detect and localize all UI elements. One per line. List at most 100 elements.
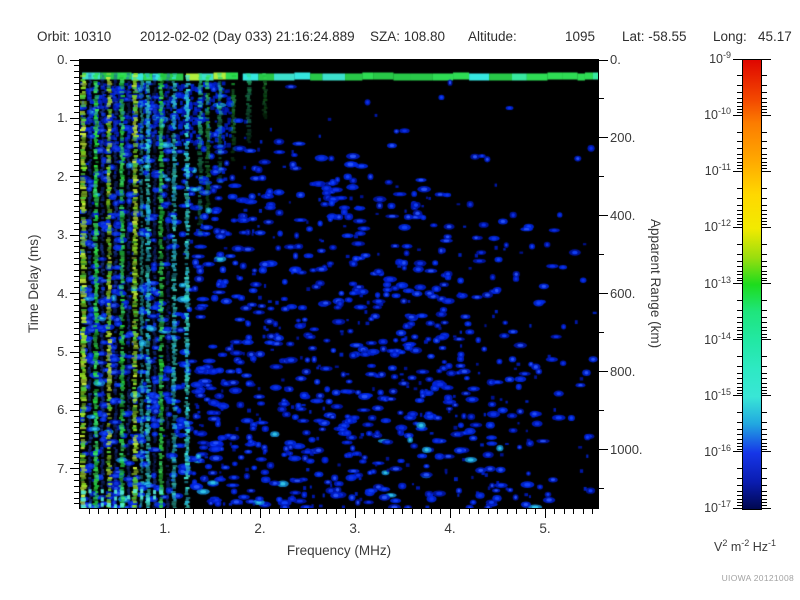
left-minor-tick — [74, 258, 79, 260]
colorbar-minor-tick-left — [737, 378, 742, 380]
left-major-tick — [70, 117, 79, 119]
colorbar-major-tick-right — [762, 170, 771, 172]
left-minor-tick — [74, 158, 79, 160]
right-major-tick — [599, 137, 608, 139]
bottom-minor-tick — [468, 509, 470, 514]
colorbar-tick-label: 10-16 — [704, 442, 731, 460]
left-minor-tick — [74, 450, 79, 452]
right-tick-label: 600. — [610, 285, 636, 301]
left-minor-tick — [74, 404, 79, 406]
left-minor-tick — [74, 141, 79, 143]
left-minor-tick — [74, 100, 79, 102]
colorbar-minor-tick-left — [737, 422, 742, 424]
header-field: 2012-02-02 (Day 033) 21:16:24.889 — [140, 29, 355, 44]
left-minor-tick — [74, 193, 79, 195]
colorbar-major-tick-left — [733, 170, 742, 172]
bottom-minor-tick — [525, 509, 527, 514]
bottom-minor-tick — [582, 509, 584, 514]
colorbar-minor-tick-right — [762, 109, 767, 111]
bottom-minor-tick — [231, 509, 233, 514]
colorbar-major-tick-right — [762, 451, 771, 453]
bottom-tick-label: 4. — [444, 521, 456, 536]
left-minor-tick — [74, 223, 79, 225]
colorbar-minor-tick-right — [762, 378, 767, 380]
colorbar-minor-tick-left — [737, 309, 742, 311]
colorbar-minor-tick-left — [737, 105, 742, 107]
bottom-minor-tick — [459, 509, 461, 514]
left-minor-tick — [74, 182, 79, 184]
left-minor-tick — [74, 281, 79, 283]
colorbar-minor-tick-right — [762, 372, 767, 374]
colorbar-major-tick-right — [762, 226, 771, 228]
bottom-minor-tick — [88, 509, 90, 514]
left-tick-label: 5. — [57, 344, 68, 360]
bottom-major-tick — [354, 509, 356, 518]
colorbar-minor-tick-left — [737, 504, 742, 506]
colorbar-minor-tick-right — [762, 162, 767, 164]
colorbar-minor-tick-right — [762, 218, 767, 220]
left-minor-tick — [74, 246, 79, 248]
y-axis-title: Time Delay (ms) — [26, 234, 41, 334]
colorbar-minor-tick-left — [737, 277, 742, 279]
bottom-minor-tick — [212, 509, 214, 514]
colorbar-tick-label: 10-13 — [704, 274, 731, 291]
left-minor-tick — [74, 170, 79, 172]
colorbar-minor-tick-left — [737, 274, 742, 276]
colorbar-minor-tick-left — [737, 218, 742, 220]
left-minor-tick — [74, 456, 79, 458]
left-tick-label: 1. — [57, 110, 68, 126]
bottom-minor-tick — [240, 509, 242, 514]
colorbar-minor-tick-left — [737, 131, 742, 133]
left-minor-tick — [74, 135, 79, 137]
right-tick-label: 0. — [610, 52, 621, 67]
left-minor-tick — [74, 298, 79, 300]
left-minor-tick — [74, 339, 79, 341]
left-minor-tick — [74, 129, 79, 131]
colorbar-minor-tick-right — [762, 316, 767, 318]
left-minor-tick — [74, 497, 79, 499]
left-minor-tick — [74, 398, 79, 400]
colorbar-minor-tick-left — [737, 75, 742, 77]
left-minor-tick — [74, 71, 79, 73]
bottom-minor-tick — [202, 509, 204, 514]
left-minor-tick — [74, 480, 79, 482]
colorbar-minor-tick-right — [762, 253, 767, 255]
left-minor-tick — [74, 427, 79, 429]
colorbar-units: V2 m-2 Hz-1 — [713, 538, 777, 555]
right-minor-tick — [599, 332, 604, 334]
colorbar-major-tick-right — [762, 58, 771, 60]
left-minor-tick — [74, 345, 79, 347]
colorbar-minor-tick-left — [737, 438, 742, 440]
colorbar-minor-tick-right — [762, 485, 767, 487]
colorbar-minor-tick-left — [737, 280, 742, 282]
bottom-minor-tick — [373, 509, 375, 514]
colorbar-minor-tick-left — [737, 243, 742, 245]
colorbar-minor-tick-right — [762, 187, 767, 189]
colorbar-tick-label: 10-17 — [704, 499, 731, 516]
left-major-tick — [70, 293, 79, 295]
colorbar-minor-tick-left — [737, 168, 742, 170]
colorbar-minor-tick-left — [737, 224, 742, 226]
left-minor-tick — [74, 363, 79, 365]
header-field: Altitude: — [468, 29, 517, 44]
left-minor-tick — [74, 503, 79, 505]
colorbar-minor-tick-left — [737, 85, 742, 87]
bottom-minor-tick — [345, 509, 347, 514]
left-minor-tick — [74, 94, 79, 96]
colorbar-minor-tick-left — [737, 209, 742, 211]
colorbar-minor-tick-right — [762, 197, 767, 199]
right-tick-label: 200. — [610, 129, 636, 145]
colorbar-minor-tick-right — [762, 448, 767, 450]
bottom-minor-tick — [335, 509, 337, 514]
bottom-minor-tick — [193, 509, 195, 514]
bottom-minor-tick — [535, 509, 537, 514]
left-minor-tick — [74, 462, 79, 464]
left-minor-tick — [74, 328, 79, 330]
bottom-minor-tick — [402, 509, 404, 514]
right-major-tick — [599, 371, 608, 373]
left-tick-label: 4. — [57, 285, 68, 301]
left-minor-tick — [74, 380, 79, 382]
colorbar-minor-tick-left — [737, 322, 742, 324]
colorbar-minor-tick-right — [762, 158, 767, 160]
colorbar-minor-tick-right — [762, 442, 767, 444]
